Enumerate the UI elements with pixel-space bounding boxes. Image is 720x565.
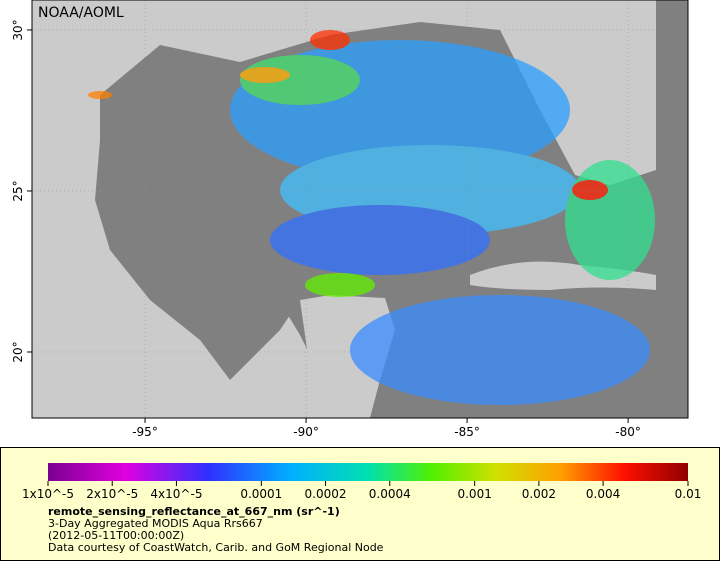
colorbar-tick-label: 2x10^-5	[86, 487, 138, 501]
y-tick-label: 30°	[11, 19, 25, 40]
ocean-edge	[656, 0, 688, 418]
legend-line: (2012-05-11T00:00:00Z)	[48, 529, 184, 542]
x-tick-label: -85°	[454, 425, 480, 439]
colorbar-tick-label: 0.004	[586, 487, 620, 501]
x-tick-label: -80°	[615, 425, 641, 439]
colorbar-tick-label: 0.002	[522, 487, 556, 501]
colorbar-tick-label: 0.01	[675, 487, 702, 501]
legend-variable: remote_sensing_reflectance_at_667_nm (sr…	[48, 505, 340, 518]
colorbar-tick-label: 4x10^-5	[150, 487, 202, 501]
map-frame	[31, 0, 689, 419]
florida	[545, 10, 615, 185]
colorbar-tick-label: 0.0002	[305, 487, 347, 501]
colorbar	[48, 463, 688, 481]
map-area	[32, 0, 688, 418]
reflectance-field	[88, 30, 655, 405]
x-tick-label: -90°	[293, 425, 319, 439]
legend-lines: 3-Day Aggregated MODIS Aqua Rrs667(2012-…	[48, 517, 384, 554]
colorbar-tick-label: 1x10^-5	[22, 487, 74, 501]
y-tick-label: 20°	[11, 341, 25, 362]
colorbar-tick-label: 0.001	[457, 487, 491, 501]
colorbar-tick-label: 0.0004	[369, 487, 411, 501]
x-tick-label: -95°	[132, 425, 158, 439]
y-tick-label: 25°	[11, 180, 25, 201]
legend-line: Data courtesy of CoastWatch, Carib. and …	[48, 541, 384, 554]
colorbar-tick-label: 0.0001	[240, 487, 282, 501]
legend-line: 3-Day Aggregated MODIS Aqua Rrs667	[48, 517, 263, 530]
corner-label: NOAA/AOML	[38, 5, 124, 21]
